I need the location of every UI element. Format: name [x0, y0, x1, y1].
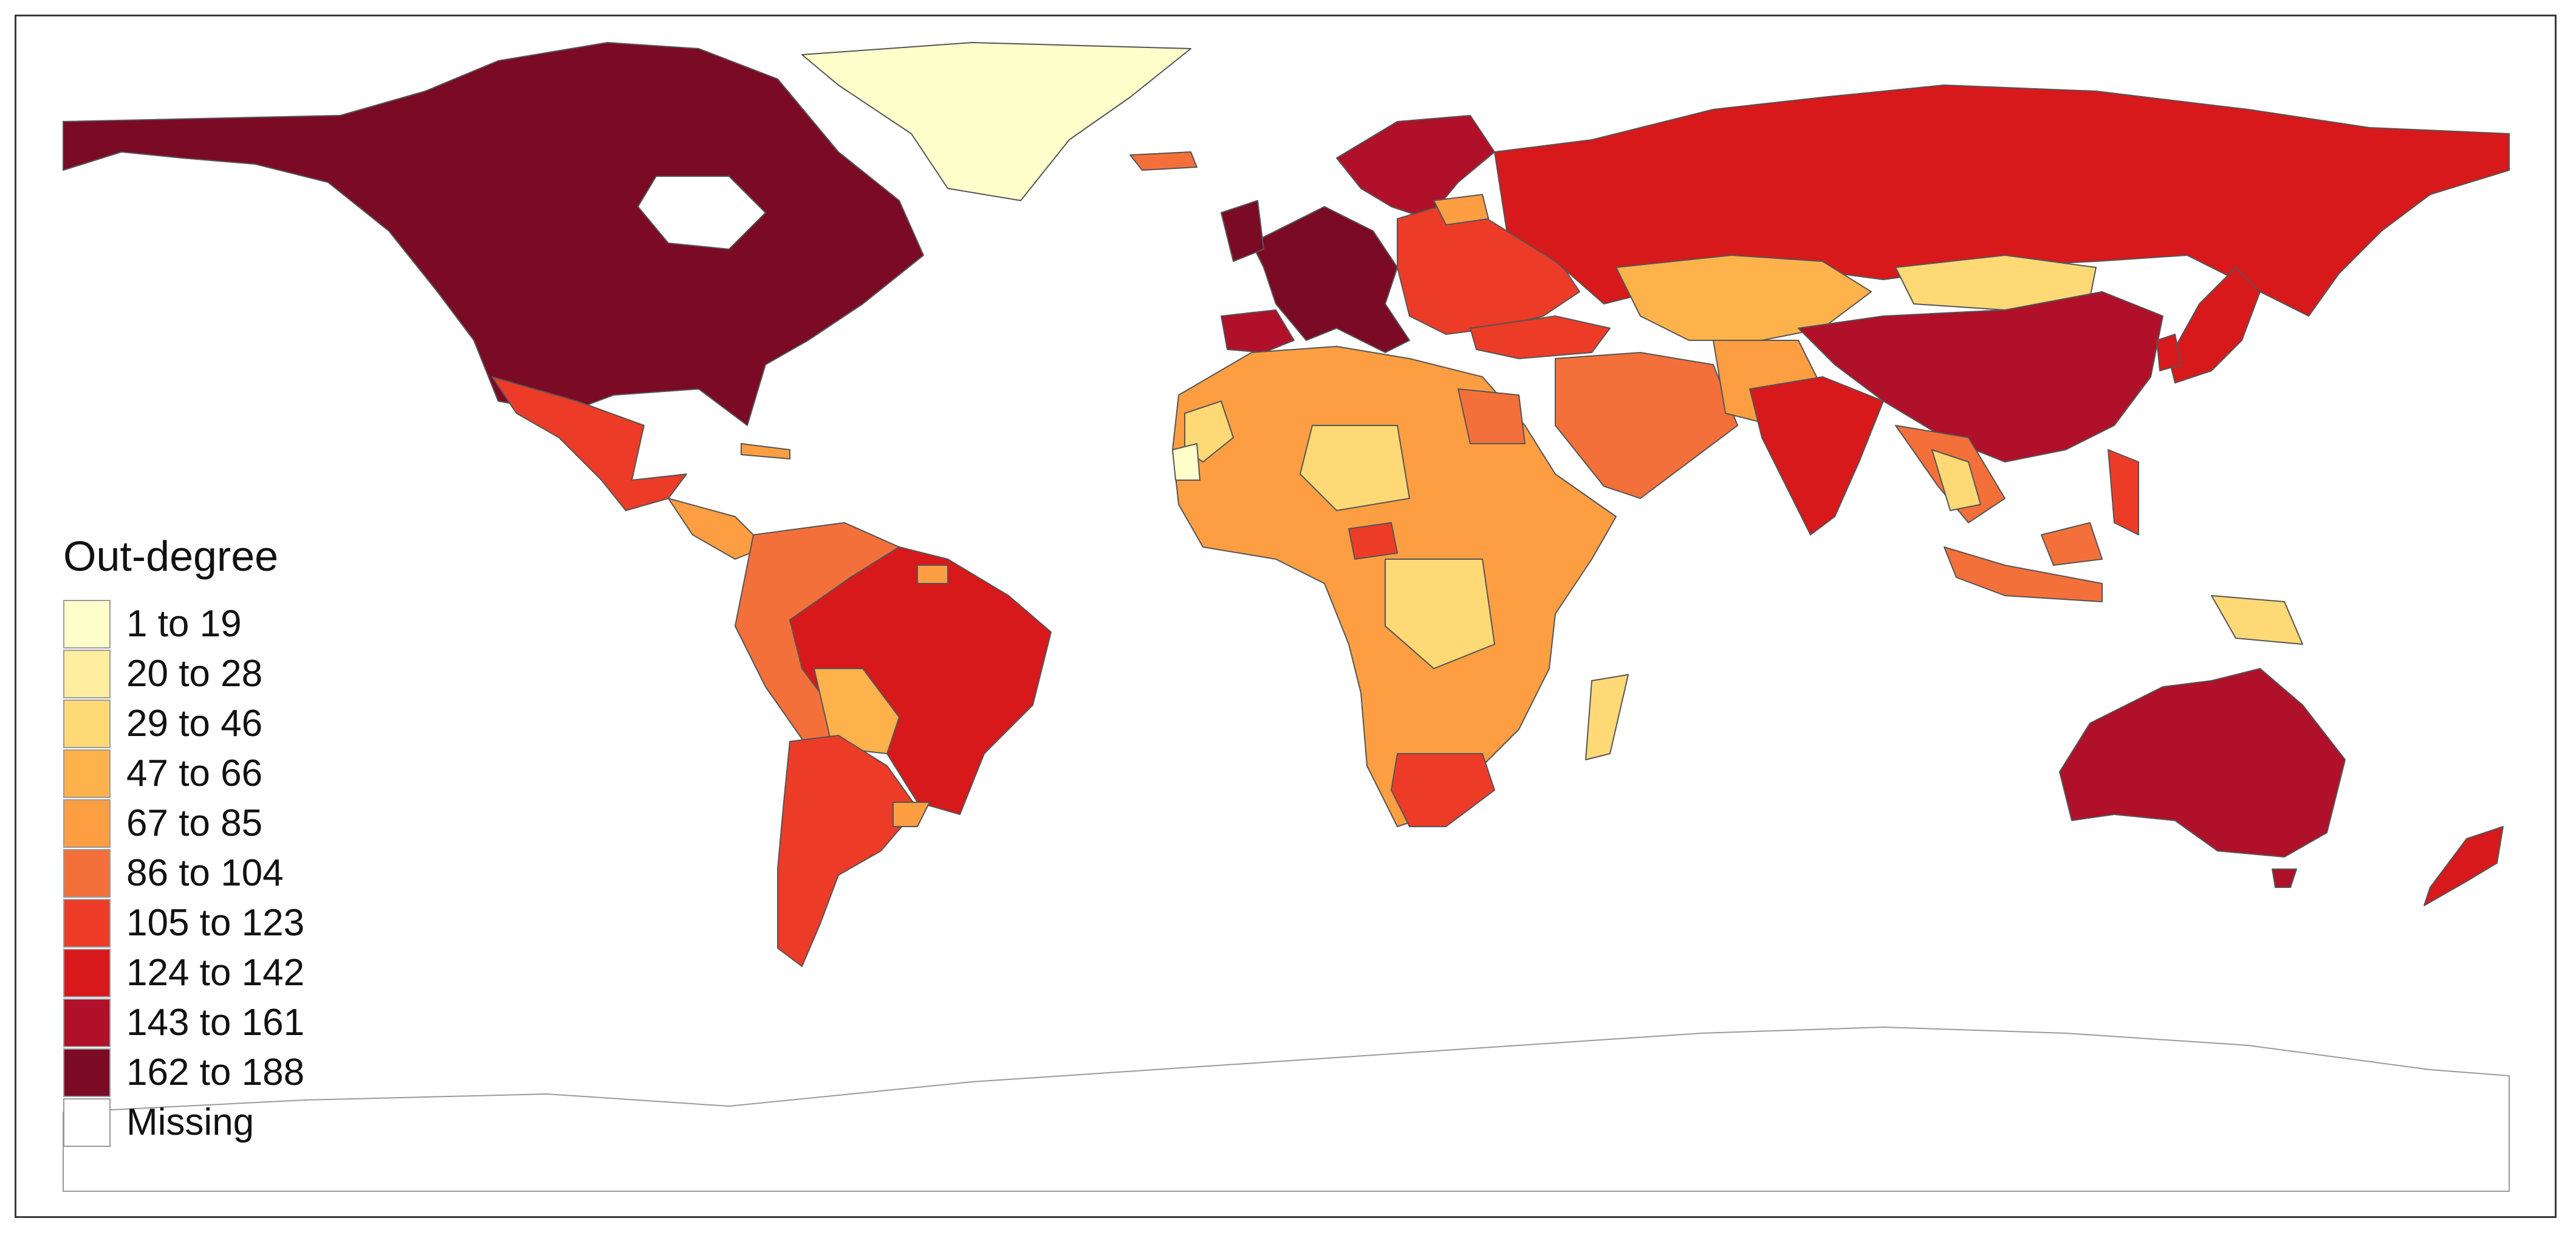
legend-swatch — [63, 700, 111, 748]
legend-swatch — [63, 1048, 111, 1097]
legend-swatch — [63, 600, 111, 648]
region-turkey — [1470, 315, 1611, 359]
legend: Out-degree 1 to 19 20 to 28 29 to 46 47 to … — [63, 535, 403, 1147]
legend-label: 143 to 161 — [126, 1002, 305, 1044]
legend-label: 124 to 142 — [126, 952, 305, 994]
legend-swatch — [63, 799, 111, 848]
legend-label: Missing — [126, 1101, 255, 1143]
legend-label: 20 to 28 — [126, 653, 263, 695]
region-iberia — [1221, 309, 1295, 353]
region-iceland — [1129, 151, 1197, 171]
legend-swatch — [63, 1098, 111, 1147]
legend-item: 1 to 19 — [63, 599, 403, 649]
region-india — [1749, 376, 1884, 535]
legend-swatch — [63, 849, 111, 898]
legend-item: Missing — [63, 1098, 403, 1147]
legend-swatch — [63, 650, 111, 698]
legend-label: 1 to 19 — [126, 603, 242, 645]
region-antarctica — [63, 1026, 2510, 1192]
region-argentina — [777, 735, 918, 967]
legend-swatch — [63, 999, 111, 1047]
region-australia — [2059, 668, 2346, 858]
legend-item: 29 to 46 — [63, 699, 403, 749]
legend-swatch — [63, 949, 111, 997]
legend-label: 105 to 123 — [126, 902, 305, 944]
region-middle-east — [1555, 352, 1738, 499]
legend-label: 29 to 46 — [126, 703, 263, 745]
legend-label: 47 to 66 — [126, 752, 263, 794]
legend-label: 162 to 188 — [126, 1051, 305, 1093]
region-south-africa — [1391, 753, 1495, 827]
legend-rows: 1 to 19 20 to 28 29 to 46 47 to 66 67 to 85 8… — [63, 599, 403, 1147]
region-new-zealand — [2424, 826, 2504, 906]
legend-item: 20 to 28 — [63, 649, 403, 699]
region-scandinavia — [1336, 115, 1495, 219]
legend-item: 105 to 123 — [63, 898, 403, 948]
legend-item: 67 to 85 — [63, 799, 403, 848]
legend-swatch — [63, 749, 111, 798]
legend-item: 47 to 66 — [63, 749, 403, 799]
legend-item: 86 to 104 — [63, 848, 403, 898]
legend-item: 143 to 161 — [63, 998, 403, 1048]
legend-label: 67 to 85 — [126, 802, 263, 844]
legend-label: 86 to 104 — [126, 852, 284, 894]
legend-title: Out-degree — [63, 532, 279, 580]
region-western-europe — [1251, 206, 1410, 353]
region-japan-korea — [2168, 267, 2261, 384]
legend-swatch — [63, 899, 111, 948]
region-eastern-europe — [1397, 200, 1580, 335]
legend-item: 162 to 188 — [63, 1048, 403, 1098]
region-greenland — [801, 42, 1191, 201]
legend-item: 124 to 142 — [63, 948, 403, 998]
region-north-america — [63, 42, 924, 426]
